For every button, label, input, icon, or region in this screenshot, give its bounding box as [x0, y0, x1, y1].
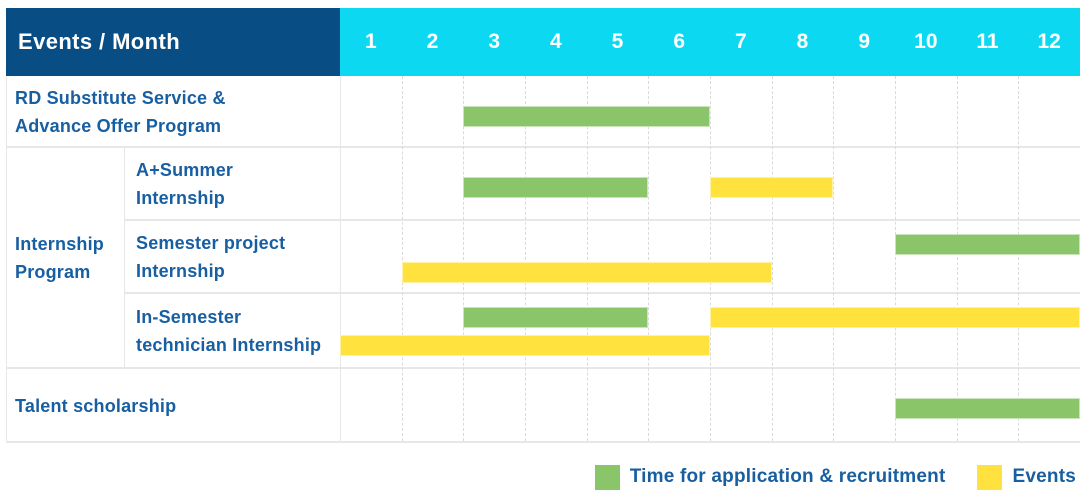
row-label-rd-substitute: RD Substitute Service & Advance Offer Pr…: [15, 87, 226, 136]
month-gridline: [710, 76, 711, 441]
month-header-label: 8: [796, 30, 809, 53]
gantt-bar-events: [710, 307, 1080, 328]
month-header-label: 5: [611, 30, 624, 53]
table-left-border: [6, 76, 7, 443]
legend: Time for application & recruitment Event…: [0, 463, 1076, 491]
month-header-label: 3: [488, 30, 500, 53]
month-header-label: 4: [549, 30, 562, 53]
month-gridline: [1018, 76, 1020, 441]
events-month-header-label: Events / Month: [18, 29, 181, 54]
month-gridline: [463, 76, 465, 441]
month-header-row: 1 2 3 4 5 6 7 8 9 10 11 12: [340, 8, 1080, 76]
table-bottom-border: [6, 441, 1080, 443]
row-divider: [124, 219, 1080, 221]
legend-label-events: Events: [1012, 466, 1076, 487]
group-column-divider: [124, 147, 125, 368]
gantt-bar-application: [463, 177, 649, 198]
row-label-talent-scholarship: Talent scholarship: [15, 395, 177, 416]
month-gridline: [525, 76, 526, 441]
month-header-label: 11: [976, 30, 999, 53]
month-gridline: [401, 76, 403, 441]
month-gridline: [586, 76, 588, 441]
events-month-header-cell: Events / Month: [6, 8, 340, 76]
row-label-semester-project: Semester project Internship: [136, 232, 286, 281]
month-header-label: 10: [914, 30, 938, 53]
month-gridline: [895, 76, 896, 441]
month-gridline: [956, 76, 958, 441]
month-header-label: 1: [364, 30, 377, 53]
month-header-label: 6: [673, 30, 685, 53]
legend-label-application: Time for application & recruitment: [629, 466, 946, 487]
legend-swatch-application: [594, 464, 620, 490]
row-divider: [6, 367, 1080, 369]
month-gridline: [833, 76, 835, 441]
group-label-internship-program: Internship Program: [15, 233, 105, 282]
month-header-label: 12: [1037, 30, 1061, 53]
row-label-in-semester-technician: In-Semester technician Internship: [136, 306, 322, 355]
month-header-label: 7: [734, 30, 747, 53]
gantt-bar-application: [895, 234, 1080, 255]
gantt-bar-application: [895, 398, 1080, 419]
month-header-label: 2: [426, 30, 439, 53]
legend-swatch-events: [977, 464, 1003, 490]
row-label-a-plus-summer: A+Summer Internship: [136, 159, 234, 208]
gantt-bar-events: [401, 262, 772, 283]
gantt-bar-events: [340, 335, 710, 356]
month-header-label: 9: [858, 30, 870, 53]
month-gridline: [648, 76, 650, 441]
gantt-bar-application: [463, 307, 649, 328]
gantt-bar-events: [710, 177, 834, 198]
row-divider: [124, 292, 1080, 294]
gantt-bar-application: [463, 106, 710, 127]
labels-chart-divider: [340, 76, 341, 443]
row-divider: [6, 146, 1080, 148]
month-gridline: [771, 76, 773, 441]
